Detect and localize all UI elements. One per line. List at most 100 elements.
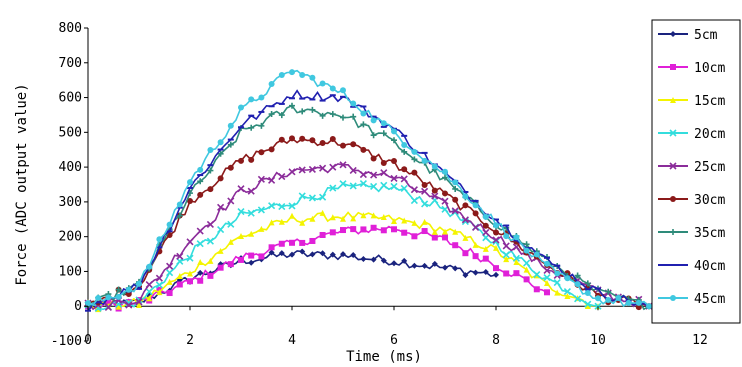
data-point [146,295,153,302]
y-tick-label: 600 [59,91,82,106]
data-point [196,227,204,235]
data-point [452,228,459,235]
data-point [411,148,418,155]
x-tick-label: 12 [692,333,708,348]
data-point [350,113,357,120]
data-point [227,238,234,245]
data-point [187,278,193,285]
data-point [431,228,438,235]
legend: 5cm 10cm 15cm 20cm 25cm 30cm 35cm 40cm 45cm [651,19,741,324]
data-point [441,205,449,213]
data-point [360,110,367,117]
data-point [380,227,387,234]
data-point [523,241,530,248]
data-point [217,175,224,182]
data-point [574,295,582,303]
data-point [155,274,163,282]
data-point [329,85,336,92]
legend-item: 35cm [658,226,725,241]
series-line-15cm [87,211,599,311]
data-point [605,297,612,304]
data-point [95,294,102,301]
data-point [411,262,418,269]
data-point [166,290,173,297]
data-point [319,140,326,147]
data-point [289,135,295,142]
data-point [563,287,571,296]
data-point [462,193,469,200]
data-point [340,227,346,234]
legend-label: 45cm [694,292,725,307]
data-point [370,256,377,263]
data-point [411,219,418,226]
data-point [421,262,428,269]
data-point [238,104,244,111]
data-point [462,250,469,257]
series-layer [84,69,653,313]
data-point [340,142,346,149]
data-point [217,150,224,157]
data-point [410,196,418,205]
data-point [350,226,357,233]
data-point [472,202,479,209]
data-point [176,212,183,219]
data-point [309,137,316,144]
data-point [462,234,469,241]
data-point [502,251,510,259]
data-point [595,295,601,302]
data-point [278,173,286,181]
series-45cm [85,69,652,310]
legend-item: 10cm [658,61,725,76]
data-point [207,186,214,193]
data-point [217,203,225,211]
data-point [554,289,561,296]
data-point [340,251,346,258]
data-point [135,298,143,306]
data-point [482,269,489,276]
data-point [442,168,448,175]
data-point [319,193,327,201]
data-point [533,251,540,258]
data-point [451,207,459,215]
y-axis-title: Force (ADC output value) [14,83,30,285]
data-point [350,100,357,107]
data-point [329,229,336,236]
data-point [227,261,234,268]
data-point [625,299,632,306]
data-point [145,288,153,296]
data-point [493,222,499,229]
data-point [176,281,183,288]
data-point [248,96,255,103]
data-point [278,72,285,79]
data-point [533,286,540,293]
data-point [370,212,377,219]
data-point [278,112,285,119]
data-point [360,226,367,233]
data-point [227,220,235,228]
data-point [247,187,255,195]
data-point [145,280,153,289]
data-point [329,163,337,171]
data-point [349,166,357,175]
data-point [493,229,499,236]
data-point [452,185,459,192]
data-point [247,209,255,217]
data-point [554,270,561,277]
data-point [319,231,326,238]
data-point [278,136,285,143]
data-point [319,112,326,119]
data-point [401,166,408,173]
data-point [441,197,449,205]
data-point [360,255,367,262]
data-point [482,222,489,229]
data-point [544,260,550,267]
data-point [482,234,490,242]
data-point [543,266,551,275]
data-point [442,228,448,235]
data-point [329,251,336,258]
data-point [461,216,469,224]
data-point [329,214,336,221]
data-point [533,271,541,279]
data-point [268,146,275,153]
data-point [472,253,479,260]
